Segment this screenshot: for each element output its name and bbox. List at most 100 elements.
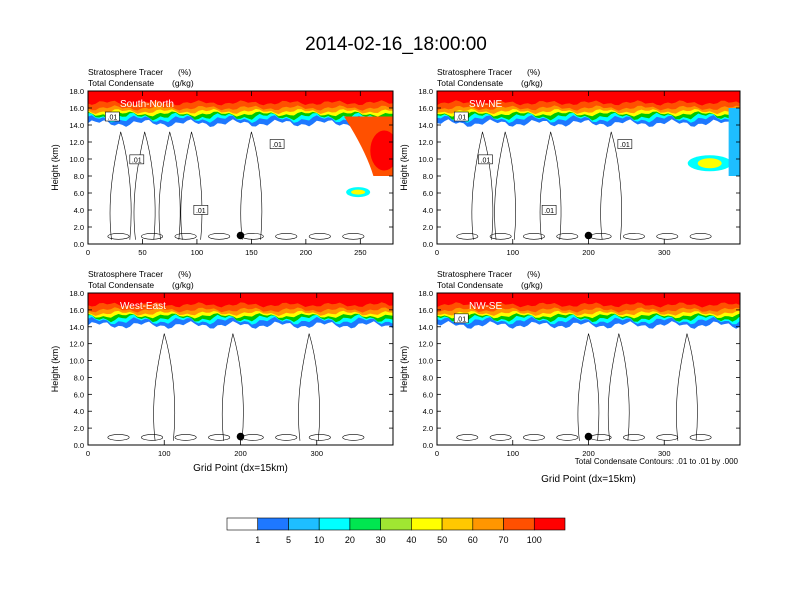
contour-label-box — [541, 205, 557, 215]
tracer-field — [437, 91, 740, 244]
panel-title: SW-NE — [469, 99, 502, 110]
colorbar: 1 5 10 20 30 40 50 60 70 100 — [226, 517, 566, 545]
x-tick-label: 150 — [245, 248, 258, 257]
contour-label: .01 — [544, 208, 554, 215]
y-tick-label: 6.0 — [74, 390, 84, 399]
subtitle-tracer-unit: (%) — [527, 67, 540, 77]
contour-label-box — [453, 313, 469, 324]
panel-3: West-East Stratosphere Tracer (%) Total Con… — [50, 269, 394, 474]
colorbar-label: 40 — [406, 535, 416, 545]
y-tick-label: 16.0 — [418, 104, 433, 113]
y-tick-label: 4.0 — [74, 407, 84, 416]
subtitle-condensate: Total Condensate — [88, 280, 154, 290]
y-tick-label: 8.0 — [74, 373, 84, 382]
condensate-contours — [456, 131, 712, 240]
y-tick-label: 0.0 — [423, 441, 433, 450]
x-axis-label: Grid Point (dx=15km) — [193, 463, 288, 474]
subtitle-tracer-unit: (%) — [178, 269, 191, 279]
contour-label-box — [105, 111, 120, 122]
tracer-field — [88, 91, 393, 244]
y-tick-label: 2.0 — [423, 424, 433, 433]
y-tick-label: 12.0 — [69, 138, 84, 147]
condensate-contours — [107, 131, 365, 240]
contour-label-box — [269, 139, 285, 149]
colorbar-box — [441, 517, 474, 531]
y-axis-label: Height (km) — [50, 346, 60, 393]
y-tick-label: 14.0 — [69, 121, 84, 130]
colorbar-box — [503, 517, 535, 531]
colorbar-label: 1 — [255, 535, 260, 545]
contour-label-box — [478, 154, 493, 165]
y-tick-label: 16.0 — [418, 306, 433, 315]
subtitle-condensate: Total Condensate — [88, 78, 154, 88]
colorbar-box — [380, 517, 412, 531]
y-tick-label: 8.0 — [74, 172, 84, 181]
x-tick-label: 300 — [658, 248, 671, 257]
x-tick-label: 300 — [658, 449, 671, 458]
subtitle-tracer-unit: (%) — [178, 67, 191, 77]
panel-title: West-East — [120, 301, 166, 312]
y-tick-label: 4.0 — [74, 206, 84, 215]
y-tick-label: 12.0 — [69, 340, 84, 349]
subtitle-tracer: Stratosphere Tracer — [437, 269, 512, 279]
y-tick-label: 14.0 — [418, 323, 433, 332]
colorbar-box — [318, 517, 351, 531]
x-tick-label: 200 — [234, 449, 247, 458]
x-tick-label: 0 — [86, 449, 90, 458]
y-tick-label: 6.0 — [423, 189, 433, 198]
y-tick-label: 18.0 — [418, 289, 433, 298]
plot-frame — [87, 90, 394, 245]
condensate-contours — [107, 333, 365, 441]
x-tick-label: 250 — [354, 248, 367, 257]
contour-label: .01 — [481, 157, 491, 164]
y-tick-label: 10.0 — [69, 155, 84, 164]
x-tick-label: 0 — [435, 248, 439, 257]
subtitle-condensate-unit: (g/kg) — [172, 280, 194, 290]
y-tick-label: 2.0 — [423, 223, 433, 232]
subtitle-tracer: Stratosphere Tracer — [437, 67, 512, 77]
colorbar-label: 20 — [345, 535, 355, 545]
y-tick-label: 14.0 — [418, 121, 433, 130]
subtitle-condensate-unit: (g/kg) — [521, 280, 543, 290]
panel-title: NW-SE — [469, 301, 502, 312]
y-tick-label: 10.0 — [418, 357, 433, 366]
colorbar-box — [349, 517, 381, 531]
x-tick-label: 200 — [582, 449, 595, 458]
contour-label-box — [193, 205, 209, 215]
contour-label: .01 — [132, 157, 142, 164]
tracer-field — [88, 293, 393, 445]
y-tick-label: 0.0 — [423, 240, 433, 249]
x-tick-label: 200 — [300, 248, 313, 257]
location-marker — [584, 231, 593, 240]
y-axis-label: Height (km) — [399, 144, 409, 191]
contour-label: .01 — [456, 316, 466, 323]
y-tick-label: 4.0 — [423, 407, 433, 416]
x-tick-label: 0 — [86, 248, 90, 257]
location-marker — [236, 432, 245, 441]
y-tick-label: 10.0 — [418, 155, 433, 164]
colorbar-label: 70 — [499, 535, 509, 545]
y-tick-label: 2.0 — [74, 424, 84, 433]
y-tick-label: 14.0 — [69, 323, 84, 332]
colorbar-box — [257, 517, 289, 531]
y-tick-label: 4.0 — [423, 206, 433, 215]
colorbar-box — [533, 517, 566, 531]
x-tick-label: 50 — [138, 248, 146, 257]
contour-label: .01 — [108, 115, 118, 122]
y-tick-label: 16.0 — [69, 306, 84, 315]
y-tick-label: 10.0 — [69, 357, 84, 366]
subtitle-tracer: Stratosphere Tracer — [88, 269, 163, 279]
x-tick-label: 100 — [506, 449, 519, 458]
x-tick-label: 200 — [582, 248, 595, 257]
y-tick-label: 16.0 — [69, 104, 84, 113]
contour-label: .01 — [620, 142, 630, 149]
x-tick-label: 100 — [191, 248, 204, 257]
y-tick-label: 0.0 — [74, 240, 84, 249]
colorbar-label: 10 — [314, 535, 324, 545]
x-tick-label: 100 — [158, 449, 171, 458]
contour-label: .01 — [272, 142, 282, 149]
contour-label-box — [617, 139, 633, 149]
